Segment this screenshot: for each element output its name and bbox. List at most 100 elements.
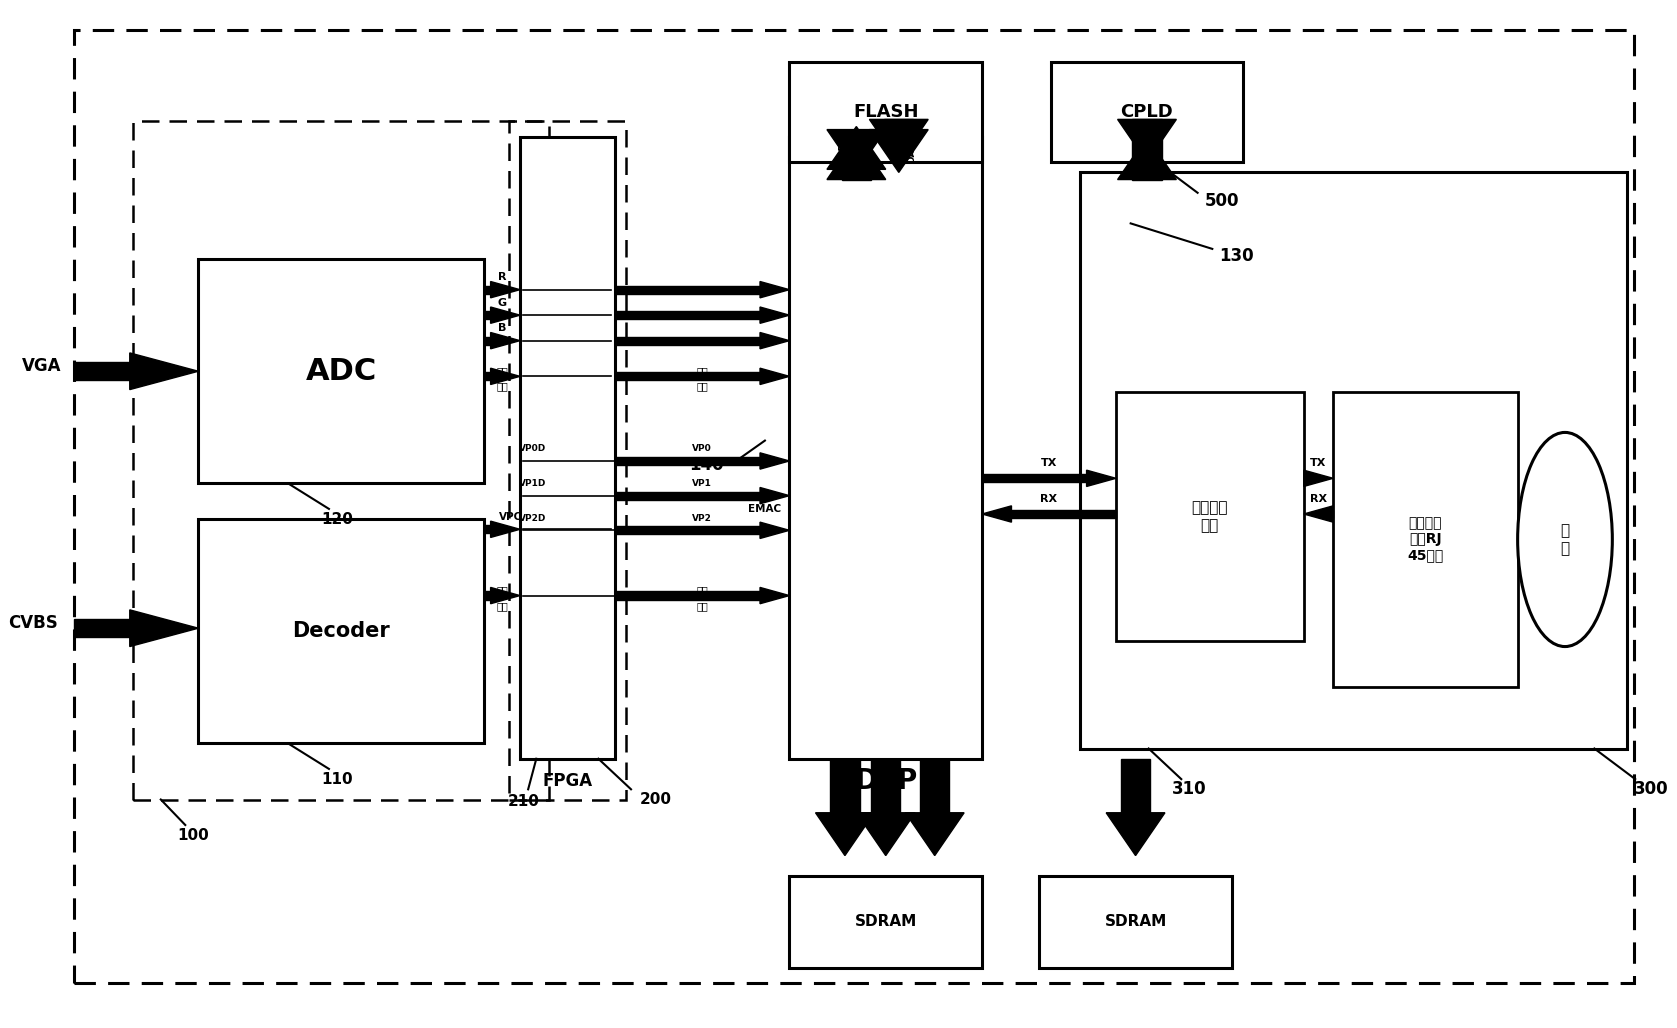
Text: CVBS: CVBS: [8, 614, 59, 632]
Text: R: R: [498, 272, 506, 283]
Polygon shape: [1132, 119, 1162, 180]
Text: Decoder: Decoder: [292, 621, 391, 641]
Text: 300: 300: [1633, 780, 1669, 799]
Text: 控制: 控制: [696, 366, 708, 376]
Polygon shape: [869, 130, 927, 173]
Text: 控制: 控制: [696, 586, 708, 595]
Polygon shape: [760, 332, 790, 348]
Text: 140: 140: [689, 456, 724, 474]
Text: 310: 310: [1172, 780, 1207, 799]
Text: 控制: 控制: [496, 586, 508, 595]
Text: 120: 120: [322, 512, 354, 526]
Polygon shape: [1303, 470, 1333, 486]
Bar: [1040, 876, 1233, 967]
Polygon shape: [615, 286, 760, 294]
Polygon shape: [760, 587, 790, 603]
Text: VP1D: VP1D: [520, 479, 547, 488]
Polygon shape: [485, 311, 491, 320]
Bar: [1115, 392, 1303, 641]
Polygon shape: [485, 336, 491, 344]
Text: 110: 110: [322, 772, 352, 786]
Text: 网络控制
芯片: 网络控制 芯片: [1192, 501, 1228, 533]
Polygon shape: [921, 759, 949, 813]
Polygon shape: [1107, 813, 1166, 855]
Polygon shape: [615, 311, 760, 320]
Polygon shape: [1011, 510, 1115, 518]
Polygon shape: [491, 332, 520, 348]
Polygon shape: [760, 522, 790, 539]
Polygon shape: [842, 130, 870, 170]
Polygon shape: [827, 137, 885, 180]
Polygon shape: [74, 619, 129, 637]
Text: 200: 200: [639, 792, 671, 807]
Text: 控制: 控制: [496, 366, 508, 376]
Text: ADC: ADC: [305, 357, 377, 386]
Polygon shape: [491, 307, 520, 324]
Polygon shape: [491, 368, 520, 384]
Bar: [790, 876, 983, 967]
Text: 100: 100: [178, 828, 210, 843]
Polygon shape: [615, 372, 760, 380]
Polygon shape: [760, 487, 790, 504]
Polygon shape: [983, 506, 1011, 522]
Polygon shape: [615, 456, 760, 465]
Polygon shape: [760, 368, 790, 384]
Text: FLASH: FLASH: [854, 103, 919, 121]
Text: VP2D: VP2D: [520, 514, 547, 522]
Text: TX: TX: [1310, 458, 1327, 468]
Polygon shape: [815, 813, 874, 855]
Text: SDRAM: SDRAM: [1105, 914, 1167, 929]
Polygon shape: [485, 372, 491, 380]
Polygon shape: [1117, 137, 1176, 180]
Text: B: B: [498, 324, 506, 333]
Polygon shape: [760, 282, 790, 298]
Polygon shape: [827, 126, 885, 170]
Text: 信号: 信号: [696, 600, 708, 611]
Polygon shape: [129, 353, 198, 390]
Text: EMAC: EMAC: [748, 504, 781, 514]
Polygon shape: [983, 474, 1087, 482]
Text: RX: RX: [1040, 493, 1058, 504]
Polygon shape: [74, 362, 129, 380]
Text: VPC: VPC: [498, 512, 522, 522]
Text: DSP: DSP: [854, 767, 917, 795]
Polygon shape: [485, 525, 491, 534]
Polygon shape: [129, 610, 198, 647]
Polygon shape: [485, 591, 491, 599]
Polygon shape: [869, 119, 927, 162]
Polygon shape: [615, 526, 760, 535]
Text: VP2: VP2: [693, 514, 713, 522]
Text: CPLD: CPLD: [1120, 103, 1174, 121]
Text: DATA: DATA: [894, 794, 904, 820]
Text: G: G: [498, 298, 506, 308]
Text: VGA: VGA: [22, 357, 60, 375]
Ellipse shape: [1518, 433, 1612, 647]
Bar: [132, 121, 550, 800]
Bar: [790, 137, 983, 759]
Text: VP0: VP0: [693, 444, 713, 453]
Text: 终
端: 终 端: [1560, 523, 1570, 556]
Bar: [520, 137, 615, 759]
Text: DATA: DATA: [907, 137, 916, 162]
Polygon shape: [615, 591, 760, 599]
Polygon shape: [1087, 470, 1115, 486]
Text: TX: TX: [1041, 458, 1057, 468]
Text: ADDR: ADDR: [854, 793, 862, 821]
Bar: [198, 259, 485, 483]
Bar: [1080, 173, 1627, 748]
Polygon shape: [857, 813, 916, 855]
Polygon shape: [842, 162, 870, 180]
Polygon shape: [884, 119, 914, 137]
Polygon shape: [485, 286, 491, 294]
Polygon shape: [491, 521, 520, 538]
Text: 信号: 信号: [496, 600, 508, 611]
Text: ADDR: ADDR: [942, 793, 953, 821]
Text: 隔离变压
器与RJ
45接口: 隔离变压 器与RJ 45接口: [1407, 516, 1444, 562]
Polygon shape: [906, 813, 964, 855]
Text: VP0D: VP0D: [520, 444, 547, 453]
Text: 500: 500: [1204, 192, 1239, 210]
Text: 130: 130: [1219, 247, 1254, 265]
Polygon shape: [615, 491, 760, 500]
Text: RX: RX: [1310, 493, 1327, 504]
Polygon shape: [870, 759, 901, 813]
